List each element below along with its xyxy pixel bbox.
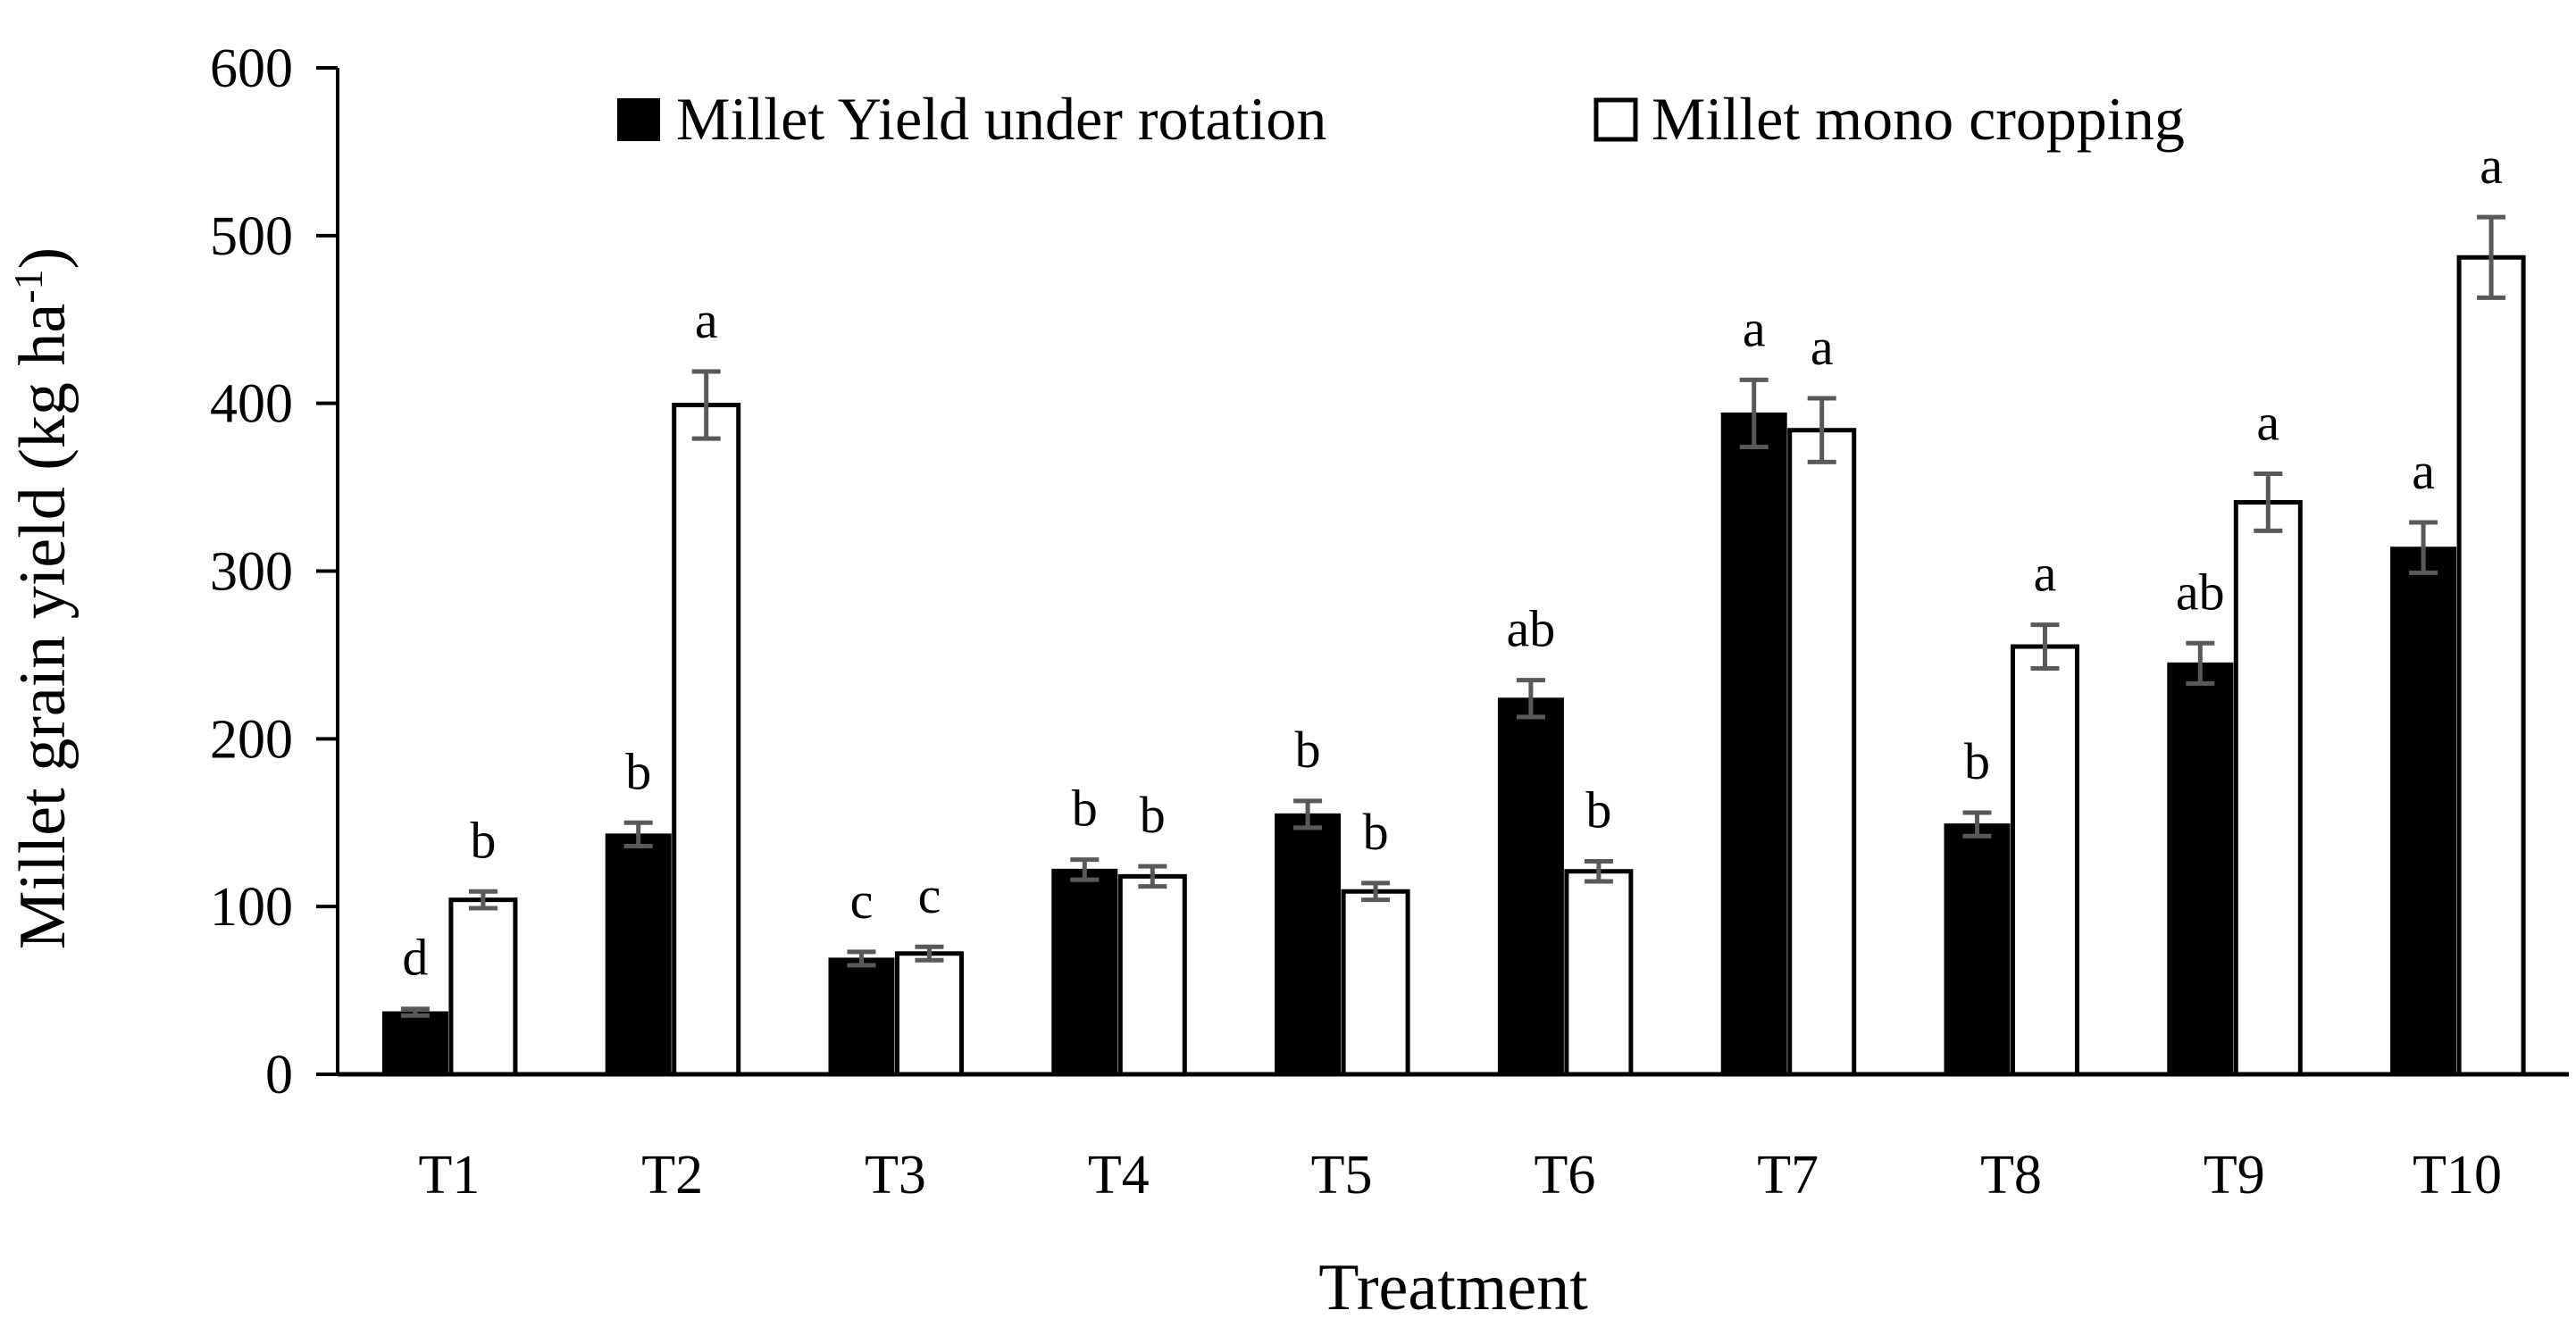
- x-tick-label: T3: [865, 1145, 926, 1206]
- error-bars: [400, 214, 2506, 1018]
- error-bar: [1584, 858, 1613, 884]
- x-tick-label: T6: [1534, 1145, 1595, 1206]
- bar-rotation-t3: [828, 957, 895, 1076]
- significance-label: b: [470, 811, 496, 869]
- y-axis-ticks: 0 100 200 300 400 500 600: [210, 38, 338, 1106]
- x-tick-label: T4: [1088, 1145, 1150, 1206]
- x-tick-label: T10: [2413, 1145, 2502, 1206]
- x-axis-tick-labels: T1 T2 T3 T4 T5 T6 T7 T8 T9 T10: [418, 1145, 2502, 1206]
- error-bar: [1070, 857, 1100, 882]
- significance-label: a: [2412, 442, 2435, 500]
- y-axis-title-superscript: -1: [5, 269, 51, 303]
- bar-rotation-t2: [605, 833, 672, 1075]
- bar-rotation-t9: [2167, 662, 2234, 1076]
- y-tick-label: 200: [210, 709, 293, 770]
- error-bar: [1516, 678, 1545, 720]
- significance-label: a: [2480, 137, 2503, 195]
- bar-rotation-t8: [1944, 823, 2011, 1076]
- x-tick-label: T8: [1980, 1145, 2042, 1206]
- error-bar: [1138, 864, 1167, 889]
- bar-mono-t6: [1564, 869, 1634, 1077]
- bar-mono-t10: [2456, 255, 2526, 1077]
- significance-label: ab: [1507, 600, 1556, 658]
- error-bar: [2477, 214, 2506, 300]
- error-bar: [2030, 622, 2060, 671]
- y-tick-label: 400: [210, 374, 293, 435]
- significance-label: b: [625, 742, 651, 800]
- x-tick-label: T2: [641, 1145, 703, 1206]
- x-tick-label: T7: [1757, 1145, 1819, 1206]
- y-tick-label: 100: [210, 877, 293, 938]
- y-tick-label: 500: [210, 206, 293, 267]
- significance-label: b: [1363, 803, 1389, 861]
- bar-mono-t9: [2233, 499, 2303, 1077]
- bar-mono-t3: [895, 951, 964, 1077]
- bar-mono-t5: [1341, 889, 1410, 1077]
- legend-label-rotation: Millet Yield under rotation: [676, 85, 1326, 153]
- significance-label: c: [850, 872, 874, 930]
- bar-rotation-t10: [2390, 547, 2457, 1075]
- significance-label: b: [1964, 732, 1990, 790]
- bar-mono-t7: [1787, 428, 1857, 1077]
- bar-mono-t2: [672, 403, 741, 1077]
- legend: Millet Yield under rotation Millet mono …: [617, 85, 2185, 153]
- error-bar: [1962, 810, 1992, 839]
- x-tick-label: T1: [418, 1145, 480, 1206]
- error-bar: [400, 1006, 430, 1018]
- significance-label: a: [2034, 545, 2057, 603]
- significance-label: a: [1743, 299, 1766, 357]
- bar-mono-t4: [1117, 873, 1187, 1077]
- bar-rotation-t4: [1051, 868, 1118, 1075]
- bar-rotation-t6: [1497, 697, 1564, 1076]
- significance-label: ab: [2176, 563, 2225, 621]
- error-bar: [2186, 640, 2215, 686]
- error-bar: [1293, 798, 1323, 830]
- significance-label: d: [402, 929, 428, 987]
- bar-rotation-t7: [1720, 412, 1787, 1076]
- y-tick-label: 0: [265, 1045, 293, 1106]
- bar-mono-t8: [2011, 644, 2079, 1077]
- legend-label-mono: Millet mono cropping: [1652, 85, 2185, 153]
- error-bar: [1807, 396, 1836, 464]
- significance-label: a: [1811, 318, 1834, 376]
- y-tick-label: 300: [210, 542, 293, 603]
- y-axis-title: Millet grain yield (kg ha-1): [5, 247, 80, 949]
- error-bar: [1361, 880, 1391, 903]
- significance-label: c: [918, 866, 941, 924]
- error-bar: [623, 820, 653, 849]
- x-tick-label: T9: [2204, 1145, 2265, 1206]
- significance-label: a: [695, 291, 718, 349]
- y-axis-title-close: ): [6, 247, 79, 270]
- error-bar: [915, 944, 944, 963]
- legend-swatch-rotation: [617, 98, 660, 141]
- y-tick-label: 600: [210, 38, 293, 99]
- error-bar: [2254, 472, 2283, 533]
- error-bar: [2409, 520, 2438, 575]
- x-tick-label: T5: [1311, 1145, 1373, 1206]
- significance-label: b: [1585, 780, 1611, 839]
- x-axis-title: Treatment: [1318, 1251, 1588, 1324]
- significance-label: a: [2256, 394, 2279, 452]
- bar-rotation-t1: [381, 1011, 448, 1076]
- error-bar: [847, 949, 876, 968]
- y-axis-title-main: Millet grain yield (kg ha: [6, 304, 79, 949]
- significance-label: b: [1072, 780, 1098, 838]
- error-bar: [468, 889, 498, 911]
- error-bar: [1739, 377, 1769, 450]
- error-bar: [691, 369, 721, 441]
- bar-rotation-t5: [1275, 813, 1342, 1075]
- significance-label: b: [1295, 721, 1321, 779]
- legend-swatch-mono: [1593, 97, 1638, 142]
- bar-mono-t1: [448, 897, 518, 1077]
- bar-series: [381, 255, 2526, 1077]
- significance-label: b: [1140, 786, 1166, 844]
